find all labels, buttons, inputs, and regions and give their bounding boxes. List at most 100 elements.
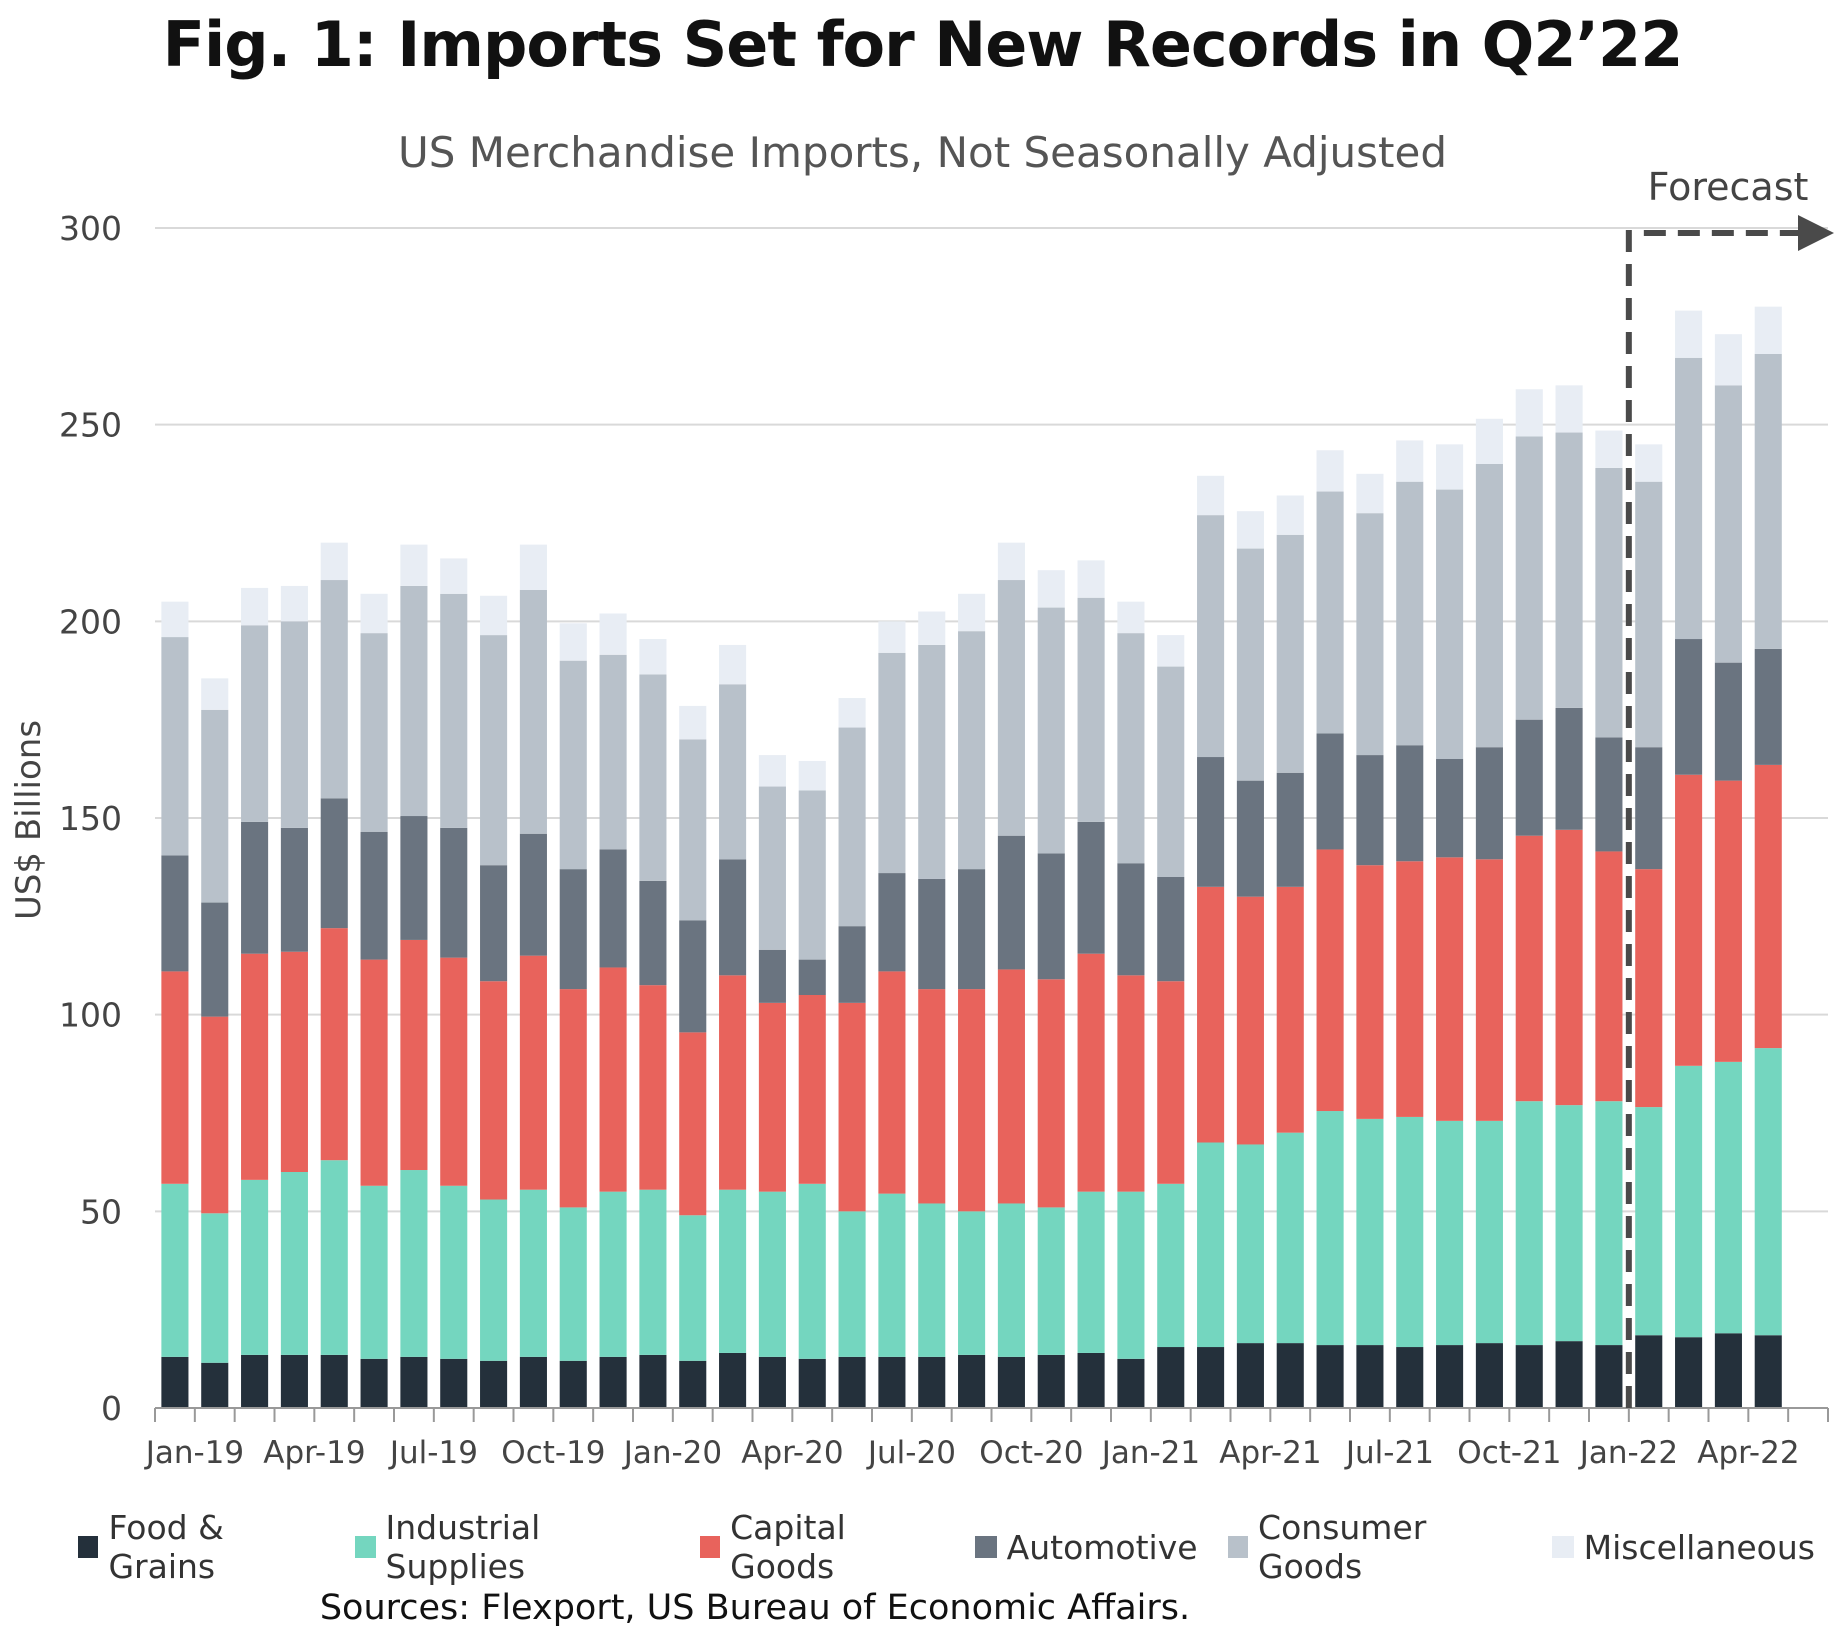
bar-segment bbox=[958, 631, 986, 870]
bar-segment bbox=[320, 1354, 348, 1408]
bar-segment bbox=[161, 601, 189, 638]
y-tick-label: 300 bbox=[59, 209, 122, 248]
bar-segment bbox=[1675, 774, 1703, 1066]
bar-segment bbox=[798, 995, 826, 1184]
bar-segment bbox=[1037, 570, 1065, 608]
bar-segment bbox=[1396, 1116, 1424, 1348]
bar-segment bbox=[161, 637, 189, 856]
bar-segment bbox=[1037, 853, 1065, 980]
bar-segment bbox=[1555, 829, 1583, 1106]
bar-segment bbox=[519, 544, 547, 590]
bar-segment bbox=[1475, 418, 1503, 464]
bar-segment bbox=[440, 1358, 468, 1408]
bar-segment bbox=[480, 865, 508, 982]
bar-segment bbox=[679, 705, 707, 740]
x-tick-label: Oct-21 bbox=[1457, 1435, 1561, 1471]
legend-swatch bbox=[1227, 1536, 1249, 1558]
bar-stack-Apr-21 bbox=[1236, 511, 1264, 1408]
bar-segment bbox=[1754, 353, 1782, 649]
bar-segment bbox=[639, 674, 667, 881]
bar-stack-Jan-21 bbox=[1117, 601, 1145, 1408]
bar-segment bbox=[480, 1199, 508, 1361]
legend-label: Capital Goods bbox=[730, 1508, 846, 1586]
bar-stack-Apr-22 bbox=[1714, 334, 1742, 1408]
bar-segment bbox=[241, 587, 269, 626]
y-tick-label: 150 bbox=[59, 799, 122, 838]
bar-segment bbox=[679, 920, 707, 1033]
bar-segment bbox=[1316, 1345, 1344, 1408]
bar-segment bbox=[758, 786, 786, 950]
bar-segment bbox=[1236, 1343, 1264, 1408]
bar-segment bbox=[280, 1172, 308, 1355]
bar-segment bbox=[1276, 495, 1304, 535]
bar-segment bbox=[997, 1203, 1025, 1357]
bar-segment bbox=[1475, 464, 1503, 748]
bar-segment bbox=[559, 660, 587, 870]
bar-segment bbox=[1316, 733, 1344, 850]
bar-segment bbox=[1555, 385, 1583, 433]
bar-segment bbox=[1515, 1101, 1543, 1346]
bar-segment bbox=[639, 639, 667, 675]
bar-segment bbox=[280, 621, 308, 828]
bar-segment bbox=[360, 1358, 388, 1408]
legend-swatch bbox=[355, 1536, 376, 1558]
bar-segment bbox=[201, 1362, 229, 1408]
bar-segment bbox=[997, 835, 1025, 970]
bar-stack-Jun-20 bbox=[838, 698, 866, 1408]
bar-segment bbox=[1117, 975, 1145, 1192]
bar-stack-Mar-21 bbox=[1197, 475, 1225, 1408]
bar-segment bbox=[1555, 1341, 1583, 1408]
bar-stack-Mar-22 bbox=[1675, 310, 1703, 1408]
bar-segment bbox=[1515, 436, 1543, 720]
bar-segment bbox=[1635, 869, 1663, 1108]
bar-segment bbox=[1595, 1101, 1623, 1346]
legend-label: Miscellaneous bbox=[1583, 1527, 1815, 1567]
bar-segment bbox=[719, 1352, 747, 1408]
bar-segment bbox=[1475, 747, 1503, 860]
bar-segment bbox=[1675, 639, 1703, 775]
legend-swatch bbox=[1551, 1536, 1574, 1558]
bar-stack-Oct-19 bbox=[519, 544, 547, 1408]
bar-segment bbox=[400, 816, 428, 940]
legend-item: Capital Goods bbox=[699, 1508, 945, 1586]
bar-segment bbox=[1316, 491, 1344, 734]
bar-segment bbox=[1515, 719, 1543, 836]
bar-segment bbox=[798, 1183, 826, 1359]
bar-stack-Jun-19 bbox=[360, 593, 388, 1408]
bar-segment bbox=[400, 1356, 428, 1408]
x-tick-label: Jul-20 bbox=[866, 1435, 956, 1471]
bar-segment bbox=[599, 849, 627, 968]
bar-segment bbox=[1276, 1132, 1304, 1344]
bar-segment bbox=[1276, 886, 1304, 1133]
bar-segment bbox=[201, 902, 229, 1017]
bar-segment bbox=[719, 859, 747, 976]
bar-segment bbox=[1356, 1118, 1384, 1346]
bar-segment bbox=[958, 869, 986, 990]
bar-segment bbox=[1077, 1352, 1105, 1408]
bar-segment bbox=[1675, 1065, 1703, 1338]
legend-item: Miscellaneous bbox=[1551, 1527, 1815, 1567]
bar-segment bbox=[360, 1185, 388, 1359]
bar-segment bbox=[1117, 1191, 1145, 1359]
bar-segment bbox=[1236, 1144, 1264, 1344]
bar-segment bbox=[559, 869, 587, 990]
bar-stack-Apr-20 bbox=[758, 755, 786, 1408]
bar-segment bbox=[1436, 759, 1464, 858]
bar-segment bbox=[918, 1356, 946, 1408]
bar-segment bbox=[201, 1213, 229, 1363]
bar-segment bbox=[758, 755, 786, 787]
bar-segment bbox=[1436, 489, 1464, 759]
x-tick-label: Jan-22 bbox=[1578, 1435, 1678, 1471]
bar-segment bbox=[599, 613, 627, 655]
y-tick-label: 250 bbox=[59, 406, 122, 445]
bar-segment bbox=[918, 1203, 946, 1357]
bar-segment bbox=[1197, 475, 1225, 516]
legend-item: Industrial Supplies bbox=[355, 1508, 670, 1586]
y-tick-label: 200 bbox=[59, 602, 122, 641]
bar-segment bbox=[1037, 1207, 1065, 1355]
bar-segment bbox=[320, 928, 348, 1161]
legend-label: Food & Grains bbox=[108, 1508, 224, 1586]
bar-segment bbox=[798, 790, 826, 960]
legend-item: Consumer Goods bbox=[1227, 1508, 1522, 1586]
bar-segment bbox=[1117, 633, 1145, 864]
